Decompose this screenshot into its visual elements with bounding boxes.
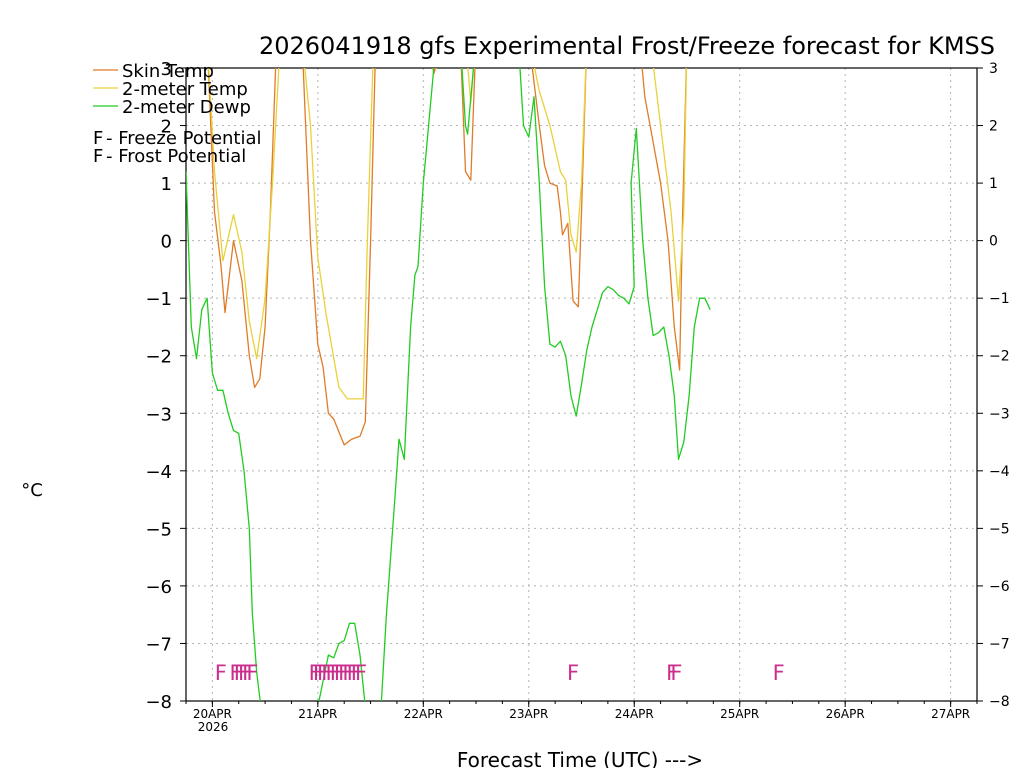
plot-frame xyxy=(185,67,978,702)
x-tick-label: 21APR xyxy=(298,707,337,721)
freeze-marker: F xyxy=(773,661,785,685)
y-tick-label: −3 xyxy=(145,404,172,425)
y-tick-label: −7 xyxy=(145,634,172,655)
freeze-marker: F xyxy=(234,661,246,685)
y-tick-label-right: −7 xyxy=(989,636,1010,652)
y-tick-label-right: −2 xyxy=(989,349,1010,365)
series-layer xyxy=(186,68,711,701)
y-tick-label-right: −1 xyxy=(989,291,1010,307)
freeze-marker: F xyxy=(309,661,321,685)
legend-label: Skin Temp xyxy=(122,61,214,82)
legend-marker-label: - Frost Potential xyxy=(106,146,246,167)
x-tick-label: 23APR xyxy=(509,707,548,721)
freeze-marker: F xyxy=(338,661,350,685)
y-tick-label: −6 xyxy=(145,577,172,598)
y-tick-label: −1 xyxy=(145,289,172,310)
y-tick-label-right: 1 xyxy=(989,176,998,192)
y-tick-label-right: 2 xyxy=(989,119,998,135)
y-tick-label: −5 xyxy=(145,519,172,540)
x-tick-label: 24APR xyxy=(615,707,654,721)
freeze-marker: F xyxy=(334,661,346,685)
freeze-marker: F xyxy=(351,661,363,685)
series-2-meter-temp xyxy=(208,68,688,400)
y-tick-label-right: −5 xyxy=(989,521,1010,537)
x-tick-label: 26APR xyxy=(826,707,865,721)
freeze-marker: F xyxy=(238,661,250,685)
y-tick-label: −8 xyxy=(145,692,172,713)
freeze-marker: F xyxy=(342,661,354,685)
freeze-marker: F xyxy=(325,661,337,685)
y-tick-label-right: 0 xyxy=(989,234,998,250)
y-tick-label-right: −3 xyxy=(989,406,1010,422)
freeze-marker: F xyxy=(330,661,342,685)
chart-title: 2026041918 gfs Experimental Frost/Freeze… xyxy=(259,32,995,60)
x-tick-label: 20APR xyxy=(193,707,232,721)
y-tick-label: −4 xyxy=(145,462,172,483)
y-tick-label-right: 3 xyxy=(989,61,998,77)
freeze-marker: F xyxy=(246,661,258,685)
legend-label: 2-meter Temp xyxy=(122,79,248,100)
freeze-marker: F xyxy=(215,661,227,685)
y-tick-label: 2 xyxy=(161,117,172,138)
x-axis-label: Forecast Time (UTC) ---> xyxy=(457,748,703,768)
freeze-marker: F xyxy=(355,661,367,685)
freeze-marker: F xyxy=(242,661,254,685)
series-2-meter-dewp xyxy=(186,68,711,701)
x-tick-label: 25APR xyxy=(720,707,759,721)
freeze-marker: F xyxy=(321,661,333,685)
freeze-marker: F xyxy=(317,661,329,685)
axes: −8 −8 −7 −7 −6 −6 −5 −5 −4 −4 −3 −3 −2 −2 −1 −1 0 0 1 1 2 2 3 3… xyxy=(145,59,1009,721)
legend-marker-label: - Freeze Potential xyxy=(106,128,262,149)
freeze-marker: F xyxy=(313,661,325,685)
x-year-label: 2026 xyxy=(198,720,229,734)
series-skin-temp xyxy=(207,68,687,446)
legend-marker-symbol: F xyxy=(93,146,103,167)
y-tick-label: 3 xyxy=(161,59,172,80)
y-tick-label: 1 xyxy=(161,174,172,195)
freeze-marker: F xyxy=(567,661,579,685)
y-tick-label-right: −8 xyxy=(989,694,1010,710)
x-tick-label: 27APR xyxy=(931,707,970,721)
freeze-marker: F xyxy=(230,661,242,685)
freeze-marker: F xyxy=(666,661,678,685)
legend-marker-symbol: F xyxy=(93,128,103,149)
freeze-marker: F xyxy=(670,661,682,685)
y-axis-label: °C xyxy=(21,480,43,501)
x-tick-label: 22APR xyxy=(404,707,443,721)
freeze-marker: F xyxy=(347,661,359,685)
y-tick-label: −2 xyxy=(145,347,172,368)
y-tick-label: 0 xyxy=(161,232,172,253)
y-tick-label-right: −4 xyxy=(989,464,1010,480)
legend-label: 2-meter Dewp xyxy=(122,97,251,118)
y-tick-label-right: −6 xyxy=(989,579,1010,595)
